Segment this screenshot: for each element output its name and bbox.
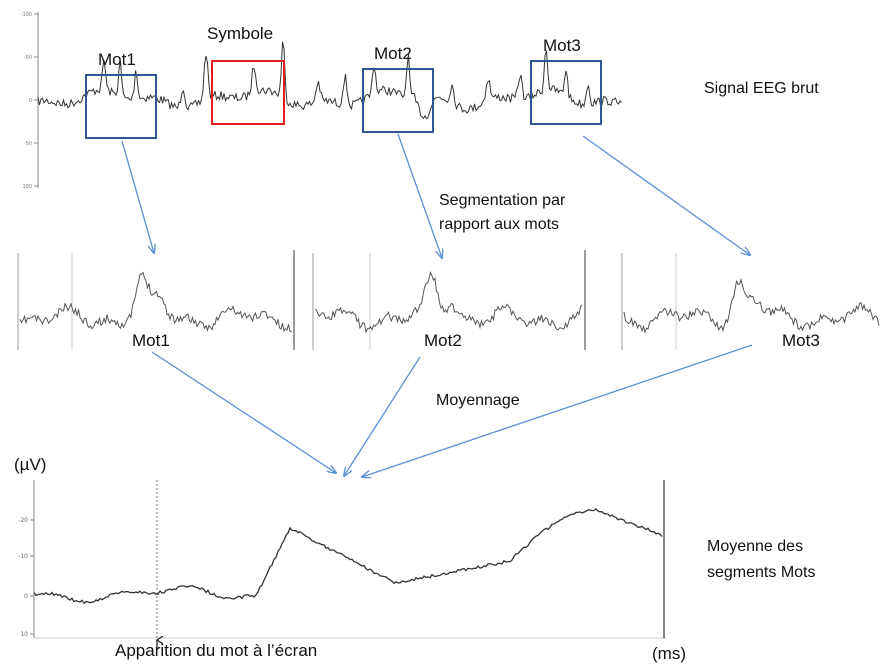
mot3-box [530,60,602,125]
raw-eeg-trace [37,41,622,120]
segment-1-label: Mot1 [132,331,170,350]
arrow-seg1-to-average [151,351,336,473]
segment-3-label: Mot3 [782,331,820,350]
segment-3-trace [623,278,880,335]
arrows [121,133,753,477]
raw-signal-title: Signal EEG brut [704,80,819,97]
raw-y-tick-label: -50 [24,55,32,61]
avg-y-tick-label: 10 [20,631,28,638]
raw-y-tick-label: 0 [29,98,32,104]
averaging-label: Moyennage [436,392,520,409]
avg-y-ticks: -20 -10 0 10 [18,517,34,638]
avg-y-tick-label: -10 [18,553,28,560]
segmentation-label-line1: Segmentation par [439,192,566,209]
raw-y-tick-label: 100 [22,184,32,190]
avg-y-tick-label: -20 [18,517,28,524]
arrow-mot3-to-segment [582,135,750,255]
segment-1-trace [19,271,292,333]
mot2-box [362,68,434,133]
segmentation-label-line2: rapport aux mots [439,216,560,233]
raw-eeg-panel: -100 -50 0 50 100 [21,12,622,190]
arrow-mot1-to-segment [121,140,154,253]
avg-y-tick-label: 0 [24,593,28,600]
average-title-line2: segments Mots [707,564,816,581]
arrow-seg2-to-average [344,356,421,476]
arrow-seg3-to-average [362,344,753,477]
average-erp-trace [33,508,663,605]
symbole-box [211,60,285,125]
mot3-box-label: Mot3 [543,36,581,55]
average-panel: -20 -10 0 10 [18,480,666,650]
mot1-box-label: Mot1 [98,50,136,69]
symbole-box-label: Symbole [207,24,274,43]
arrow-mot2-to-segment [397,133,442,258]
raw-y-tick-label: -100 [21,12,32,18]
raw-y-ticks: -100 -50 0 50 100 [21,12,38,190]
segment-2-trace [314,270,583,334]
x-unit-label: (ms) [652,644,686,663]
mot1-box [85,74,157,139]
segment-2-label: Mot2 [424,331,462,350]
raw-y-tick-label: 50 [26,141,32,147]
average-title-line1: Moyenne des [707,538,804,555]
segments-panel [17,250,880,350]
y-unit-label: (µV) [14,455,47,474]
word-onset-label: Apparition du mot à l’écran [115,641,318,660]
mot2-box-label: Mot2 [374,44,412,63]
